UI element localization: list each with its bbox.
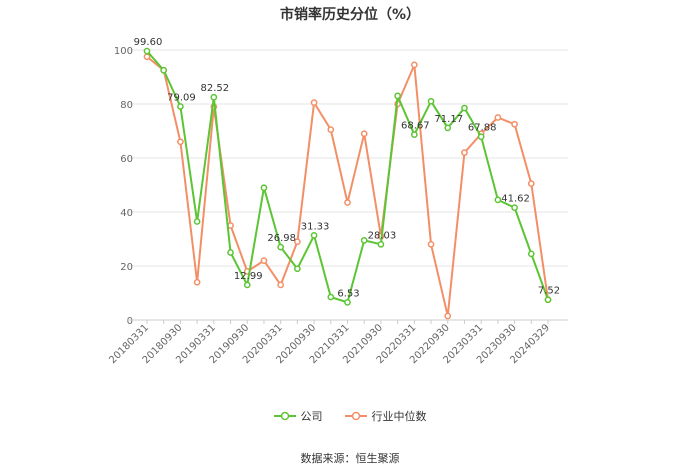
data-point-company bbox=[477, 133, 485, 141]
y-tick-label: 40 bbox=[120, 208, 133, 219]
data-point-company bbox=[277, 243, 285, 251]
data-point-company bbox=[177, 103, 184, 110]
data-point-industry-median bbox=[277, 281, 285, 289]
data-point-company bbox=[444, 124, 452, 132]
data-point-industry-median bbox=[461, 149, 468, 156]
data-point-industry-median bbox=[527, 180, 535, 187]
data-point-industry-median bbox=[494, 114, 502, 121]
data-point-industry-median bbox=[260, 257, 268, 264]
data-point-company bbox=[193, 218, 201, 225]
y-tick-label: 60 bbox=[120, 154, 133, 165]
data-point-company bbox=[344, 299, 351, 306]
data-point-industry-median bbox=[193, 278, 201, 286]
data-point-industry-median bbox=[327, 126, 335, 133]
data-point-company bbox=[360, 237, 368, 244]
data-label: 79.09 bbox=[167, 92, 196, 103]
data-point-industry-median bbox=[143, 53, 151, 61]
data-point-company bbox=[160, 66, 168, 74]
data-label: 82.52 bbox=[201, 83, 230, 94]
legend-line-icon-company bbox=[273, 411, 296, 421]
data-point-industry-median bbox=[360, 130, 368, 138]
data-point-company bbox=[243, 281, 251, 289]
data-point-company bbox=[394, 92, 401, 100]
legend-line-icon-industry-median bbox=[344, 411, 367, 421]
data-point-company bbox=[511, 204, 518, 211]
data-point-industry-median bbox=[177, 138, 184, 146]
data-point-company bbox=[527, 250, 535, 258]
chart-plot: 0204060801002018033120180930201903312019… bbox=[107, 37, 568, 366]
data-point-company bbox=[260, 184, 268, 192]
data-point-industry-median bbox=[427, 241, 435, 248]
data-point-industry-median bbox=[410, 61, 418, 69]
legend-label-company: 公司 bbox=[300, 410, 323, 423]
series-line-industry-median bbox=[146, 55, 549, 317]
data-label: 67.88 bbox=[468, 123, 497, 134]
chart-legend: 公司 行业中位数 bbox=[0, 408, 700, 424]
data-point-industry-median bbox=[310, 99, 318, 107]
data-label: 41.62 bbox=[501, 194, 530, 205]
data-point-industry-median bbox=[511, 120, 518, 128]
y-tick-label: 0 bbox=[127, 316, 133, 327]
data-point-company bbox=[294, 265, 301, 273]
y-tick-label: 100 bbox=[114, 46, 133, 57]
data-label: 99.60 bbox=[134, 37, 163, 48]
data-source: 数据来源：恒生聚源 bbox=[300, 452, 400, 465]
data-point-company bbox=[143, 47, 151, 55]
data-label: 28.03 bbox=[368, 230, 397, 241]
data-point-industry-median bbox=[344, 199, 351, 206]
data-point-company bbox=[461, 104, 468, 112]
legend-item-company[interactable]: 公司 bbox=[273, 408, 323, 424]
data-point-company bbox=[377, 240, 385, 248]
chart-title: 市销率历史分位（%） bbox=[279, 7, 421, 23]
data-label: 7.52 bbox=[538, 286, 560, 297]
data-point-company bbox=[427, 97, 435, 105]
data-point-company bbox=[310, 232, 318, 239]
data-label: 26.98 bbox=[267, 233, 296, 244]
data-label: 71.17 bbox=[434, 114, 463, 125]
data-label: 31.33 bbox=[301, 221, 330, 232]
y-tick-label: 20 bbox=[120, 262, 133, 273]
data-point-industry-median bbox=[444, 312, 452, 320]
data-label: 6.53 bbox=[337, 288, 359, 299]
data-point-company bbox=[410, 131, 418, 138]
legend-label-industry-median: 行业中位数 bbox=[371, 410, 427, 423]
legend-item-industry-median[interactable]: 行业中位数 bbox=[344, 408, 427, 424]
data-point-industry-median bbox=[294, 238, 301, 246]
data-label: 68.67 bbox=[401, 121, 430, 132]
data-point-company bbox=[544, 296, 552, 304]
data-point-company bbox=[327, 293, 335, 301]
data-label: 12.99 bbox=[234, 271, 263, 282]
y-tick-label: 80 bbox=[120, 100, 133, 111]
data-point-company bbox=[494, 196, 502, 204]
data-point-company bbox=[210, 93, 218, 101]
data-point-company bbox=[227, 249, 234, 256]
